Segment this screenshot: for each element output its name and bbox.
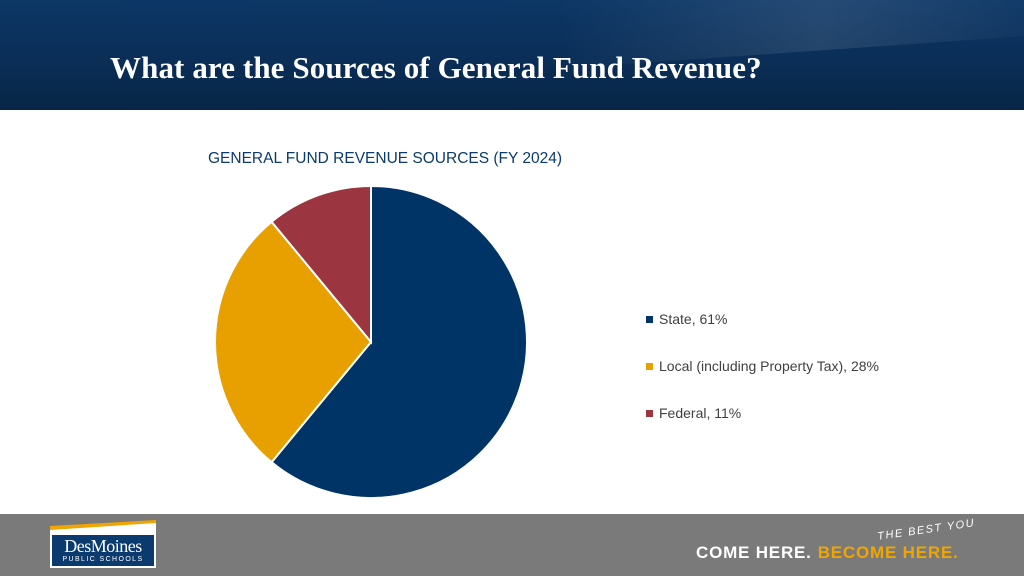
legend-label: Federal, 11% xyxy=(659,405,742,421)
logo-swoosh-icon xyxy=(50,520,156,534)
slide-header: What are the Sources of General Fund Rev… xyxy=(0,0,1024,110)
legend-swatch xyxy=(646,362,653,370)
legend-swatch xyxy=(646,409,653,417)
legend-swatch xyxy=(646,315,653,323)
pie-slice-0 xyxy=(270,184,528,499)
tagline-become-here: BECOME HERE. xyxy=(817,543,959,562)
slide-title: What are the Sources of General Fund Rev… xyxy=(110,50,762,85)
pie-slice-2 xyxy=(270,184,372,345)
tagline-come-here: COME HERE. xyxy=(696,543,812,562)
legend-item: State, 61% xyxy=(646,311,728,327)
legend-label: State, 61% xyxy=(659,311,728,327)
logo-subtitle: PUBLIC SCHOOLS xyxy=(62,556,144,563)
chart-title: GENERAL FUND REVENUE SOURCES (FY 2024) xyxy=(208,150,563,167)
legend-item: Federal, 11% xyxy=(646,405,741,421)
pie-slice-1 xyxy=(214,220,373,464)
dmps-logo: DesMoines PUBLIC SCHOOLS xyxy=(50,520,156,568)
slide-footer xyxy=(0,514,1024,576)
legend-item: Local (including Property Tax), 28% xyxy=(646,358,879,374)
logo-name: DesMoines xyxy=(64,536,142,556)
legend-label: Local (including Property Tax), 28% xyxy=(659,358,879,374)
tagline: COME HERE. BECOME HERE. xyxy=(696,543,959,563)
logo-box: DesMoines PUBLIC SCHOOLS xyxy=(50,533,156,568)
